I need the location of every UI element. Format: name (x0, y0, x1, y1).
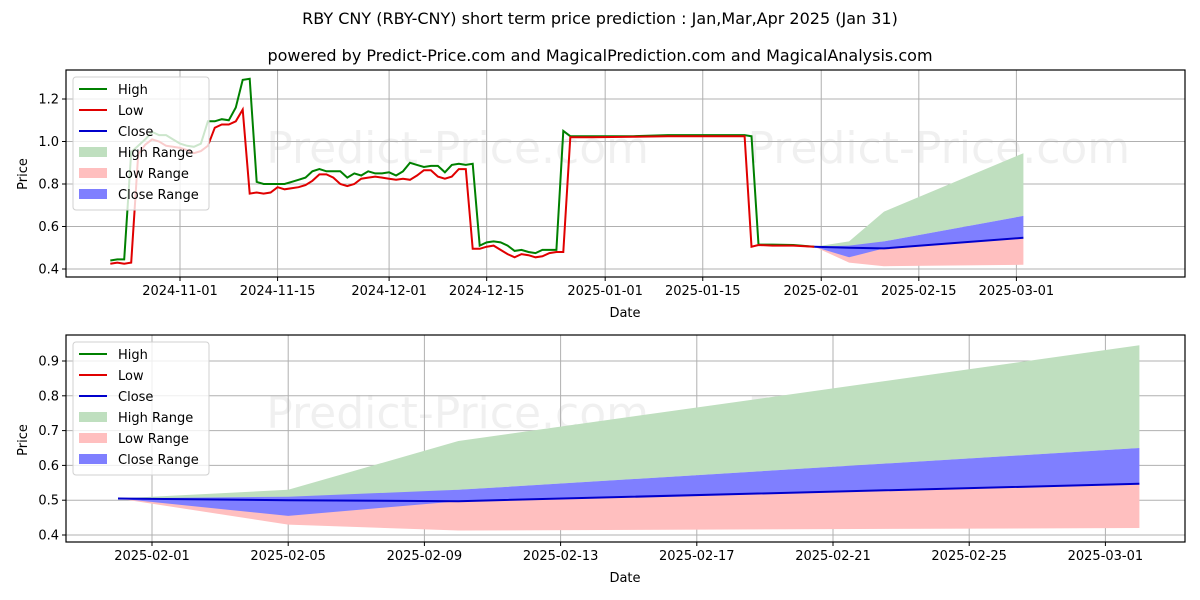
x-axis-label: Date (609, 571, 640, 586)
legend-label: High Range (118, 146, 193, 161)
high-range-legend-icon (79, 147, 107, 157)
y-tick-label: 0.4 (38, 529, 59, 544)
x-tick-label: 2024-11-01 (142, 284, 218, 299)
y-tick-label: 0.9 (38, 355, 59, 370)
y-tick-label: 0.8 (38, 389, 59, 404)
x-tick-label: 2024-12-15 (449, 284, 525, 299)
watermark-text: Predict-Price.com (747, 123, 1130, 174)
high-range-area (814, 153, 1024, 248)
low-range-legend-icon (79, 168, 107, 178)
legend: High Low Close High Range Low Range Close Ran… (72, 76, 210, 211)
legend-label: Low (118, 369, 144, 384)
chart-title: RBY CNY (RBY-CNY) short term price predi… (302, 9, 898, 28)
x-tick-label: 2025-02-15 (881, 284, 957, 299)
y-axis-label: Price (16, 158, 31, 190)
y-tick-label: 1.0 (38, 135, 59, 150)
x-tick-label: 2025-01-01 (567, 284, 643, 299)
x-tick-label: 2025-02-01 (114, 549, 190, 564)
close-range-area (118, 448, 1140, 516)
x-tick-label: 2025-02-25 (931, 549, 1007, 564)
x-tick-label: 2025-02-13 (523, 549, 599, 564)
y-tick-label: 0.6 (38, 459, 59, 474)
x-tick-label: 2024-12-01 (351, 284, 427, 299)
x-tick-label: 2024-11-15 (240, 284, 316, 299)
close-range-legend-icon (79, 189, 107, 199)
plot-frame (65, 69, 1186, 278)
legend-label: Low Range (118, 432, 189, 447)
plot-frame (65, 334, 1186, 543)
x-tick-label: 2025-03-01 (979, 284, 1055, 299)
low-range-area (814, 237, 1024, 267)
x-tick-label: 2025-01-15 (665, 284, 741, 299)
y-tick-label: 0.5 (38, 494, 59, 509)
y-tick-label: 1.2 (38, 93, 59, 108)
top-plot: Predict-Price.com Predict-Price.com 0.4 0.6… (16, 69, 1186, 321)
low-range-area (118, 483, 1140, 531)
legend-label: Close (118, 125, 153, 140)
legend-label: High (118, 348, 148, 363)
legend-label: Close Range (118, 453, 199, 468)
legend-label: Close (118, 390, 153, 405)
y-axis-label: Price (16, 424, 31, 456)
legend-label: High Range (118, 411, 193, 426)
x-tick-label: 2025-02-21 (795, 549, 871, 564)
x-tick-label: 2025-02-01 (783, 284, 859, 299)
bottom-plot: Predict-Price.comPredict-Price.com0.40.5… (16, 334, 1186, 586)
legend-label: Low (118, 104, 144, 119)
legend: High Low Close High Range Low Range Close Ran… (72, 341, 210, 476)
legend-label: High (118, 83, 148, 98)
legend-label: Close Range (118, 188, 199, 203)
low-range-legend-icon (79, 433, 107, 443)
y-tick-label: 0.8 (38, 178, 59, 193)
y-tick-label: 0.4 (38, 263, 59, 278)
x-tick-label: 2025-02-05 (250, 549, 326, 564)
close-range-legend-icon (79, 454, 107, 464)
chart-subtitle: powered by Predict-Price.com and Magical… (267, 46, 933, 65)
x-axis-label: Date (609, 306, 640, 321)
close-range-area (814, 215, 1024, 258)
legend-label: Low Range (118, 167, 189, 182)
y-tick-label: 0.7 (38, 424, 59, 439)
close-line (117, 482, 1140, 503)
high-range-area (118, 345, 1140, 501)
x-tick-label: 2025-02-17 (659, 549, 735, 564)
y-tick-label: 0.6 (38, 220, 59, 235)
high-range-legend-icon (79, 412, 107, 422)
x-tick-label: 2025-03-01 (1068, 549, 1144, 564)
x-tick-label: 2025-02-09 (387, 549, 463, 564)
watermark-text: Predict-Price.com (266, 123, 649, 174)
close-line (814, 236, 1024, 250)
